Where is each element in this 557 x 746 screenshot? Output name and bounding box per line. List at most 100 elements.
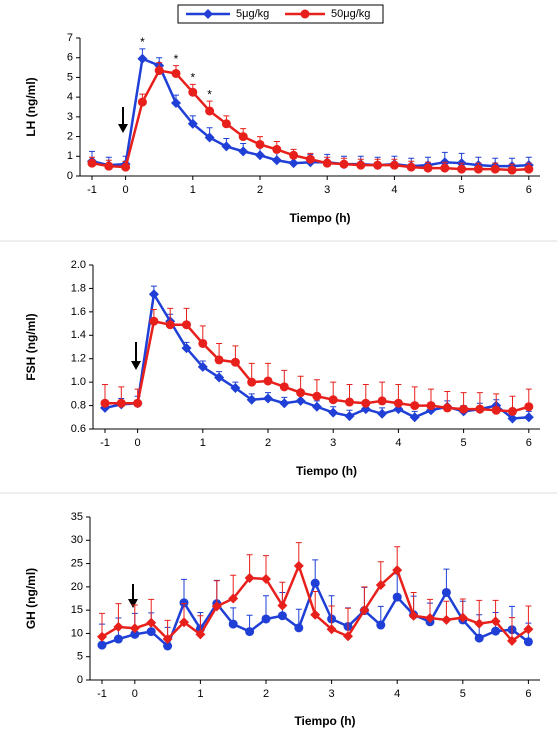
- marker: [277, 600, 288, 611]
- marker: [523, 637, 533, 647]
- x-tick-label: 4: [394, 688, 400, 700]
- marker: [343, 631, 353, 642]
- y-tick-label: 1.2: [71, 353, 86, 365]
- marker: [263, 393, 273, 404]
- x-tick-label: 6: [525, 688, 531, 700]
- marker: [198, 338, 208, 348]
- y-tick-label: 1: [67, 150, 73, 162]
- marker: [230, 357, 240, 367]
- marker: [328, 395, 338, 405]
- marker: [188, 87, 198, 97]
- x-tick-label: 1: [190, 184, 196, 196]
- marker: [195, 629, 206, 640]
- marker: [116, 398, 126, 408]
- y-tick-label: 0: [67, 170, 73, 182]
- marker: [441, 614, 452, 625]
- x-tick-label: -1: [87, 184, 97, 196]
- marker: [389, 160, 399, 170]
- marker: [293, 560, 304, 571]
- marker: [165, 320, 175, 330]
- marker: [474, 633, 484, 643]
- marker: [162, 634, 173, 645]
- marker: [296, 388, 306, 398]
- marker: [214, 372, 225, 383]
- marker: [277, 611, 287, 621]
- marker: [279, 398, 290, 409]
- x-tick-label: 4: [395, 437, 401, 449]
- marker: [149, 316, 159, 326]
- marker: [393, 398, 403, 408]
- marker: [377, 396, 387, 406]
- marker: [490, 164, 500, 174]
- marker: [171, 68, 181, 78]
- marker: [179, 598, 189, 608]
- marker: [187, 118, 198, 129]
- x-tick-label: 0: [123, 184, 129, 196]
- marker: [344, 411, 355, 422]
- marker: [339, 159, 349, 169]
- y-tick-label: 0.6: [71, 423, 86, 435]
- marker: [326, 624, 337, 635]
- marker: [457, 164, 467, 174]
- marker: [507, 165, 517, 175]
- y-tick-label: 2.0: [71, 259, 86, 271]
- y-tick-label: 2: [67, 130, 73, 142]
- marker: [311, 401, 322, 412]
- y-axis-title: LH (ng/ml): [24, 77, 38, 136]
- x-tick-label: 2: [265, 437, 271, 449]
- marker: [322, 158, 332, 168]
- marker: [408, 610, 419, 621]
- marker: [377, 408, 388, 419]
- marker: [137, 97, 147, 107]
- arrow-head: [128, 599, 138, 608]
- marker: [523, 624, 534, 635]
- x-tick-label: 5: [459, 184, 465, 196]
- marker: [288, 158, 299, 169]
- x-tick-label: 3: [330, 437, 336, 449]
- legend-box: [177, 4, 384, 24]
- marker: [203, 9, 213, 19]
- y-tick-label: 25: [71, 557, 83, 569]
- marker: [238, 132, 248, 142]
- marker: [328, 407, 339, 418]
- marker: [163, 641, 173, 651]
- marker: [300, 9, 310, 19]
- marker: [121, 162, 131, 172]
- marker: [244, 573, 255, 584]
- marker: [459, 404, 469, 414]
- marker: [507, 413, 518, 424]
- marker: [255, 139, 265, 149]
- arrow-head: [131, 361, 141, 370]
- y-tick-label: 20: [71, 581, 83, 593]
- marker: [238, 146, 249, 157]
- marker: [245, 627, 255, 637]
- marker: [392, 565, 403, 576]
- marker: [359, 605, 370, 616]
- marker: [409, 412, 420, 423]
- marker: [373, 160, 383, 170]
- marker: [228, 593, 239, 604]
- marker: [221, 119, 231, 129]
- marker: [441, 587, 451, 597]
- x-tick-label: 2: [263, 688, 269, 700]
- y-tick-label: 15: [71, 604, 83, 616]
- significance-mark: *: [174, 52, 179, 66]
- marker: [171, 98, 181, 109]
- marker: [148, 289, 159, 300]
- marker: [356, 160, 366, 170]
- x-tick-label: -1: [100, 437, 110, 449]
- marker: [312, 391, 322, 401]
- marker: [133, 398, 143, 408]
- marker: [490, 616, 501, 627]
- marker: [197, 361, 208, 372]
- marker: [279, 382, 289, 392]
- x-tick-label: 0: [132, 688, 138, 700]
- y-tick-label: 1.0: [71, 376, 86, 388]
- marker: [130, 629, 140, 639]
- marker: [87, 158, 97, 168]
- marker: [246, 394, 257, 405]
- marker: [345, 397, 354, 407]
- marker: [129, 623, 140, 634]
- marker: [100, 398, 110, 408]
